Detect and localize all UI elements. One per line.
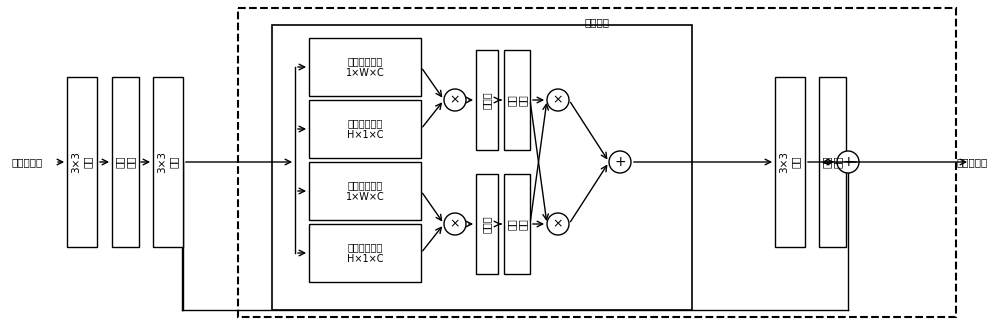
Circle shape (547, 213, 569, 235)
Bar (153, 77, 183, 247)
Text: ×: × (450, 94, 460, 107)
Circle shape (444, 213, 466, 235)
Text: +: + (614, 155, 626, 169)
Bar (112, 77, 139, 247)
Text: 3×3
卷积: 3×3 卷积 (779, 151, 801, 173)
Bar (238, 8, 956, 317)
Bar (476, 50, 498, 150)
Text: 激活
函数: 激活 函数 (821, 156, 843, 168)
Bar (476, 174, 498, 274)
Text: 输出特征图: 输出特征图 (957, 157, 988, 167)
Bar (309, 38, 421, 96)
Circle shape (837, 151, 859, 173)
Bar (775, 77, 805, 247)
Text: 激活
函数: 激活 函数 (114, 156, 136, 168)
Bar (819, 77, 846, 247)
Circle shape (547, 89, 569, 111)
Text: 3×3
卷积: 3×3 卷积 (71, 151, 93, 173)
Circle shape (444, 89, 466, 111)
Text: 按行最大池化
H×1×C: 按行最大池化 H×1×C (347, 242, 383, 264)
Bar (309, 224, 421, 282)
Text: +: + (842, 155, 854, 169)
Text: ×: × (553, 94, 563, 107)
Text: 激活
函数: 激活 函数 (506, 94, 528, 106)
Bar (504, 50, 530, 150)
Text: 输入特征图: 输入特征图 (12, 157, 43, 167)
Text: 激活
函数: 激活 函数 (506, 218, 528, 230)
Bar (309, 162, 421, 220)
Text: ×: × (450, 217, 460, 230)
Bar (309, 100, 421, 158)
Text: 卷积层: 卷积层 (482, 215, 492, 233)
Text: ×: × (553, 217, 563, 230)
Text: 按行平均池化
H×1×C: 按行平均池化 H×1×C (347, 118, 383, 140)
Bar (272, 25, 692, 310)
Text: 3×3
卷积: 3×3 卷积 (157, 151, 179, 173)
Bar (67, 77, 97, 247)
Bar (504, 174, 530, 274)
Text: 卷积层: 卷积层 (482, 91, 492, 109)
Text: 按列平均池化
1×W×C: 按列平均池化 1×W×C (346, 56, 384, 78)
Text: 注意力块: 注意力块 (584, 17, 610, 27)
Circle shape (609, 151, 631, 173)
Text: 按列最大池化
1×W×C: 按列最大池化 1×W×C (346, 180, 384, 202)
